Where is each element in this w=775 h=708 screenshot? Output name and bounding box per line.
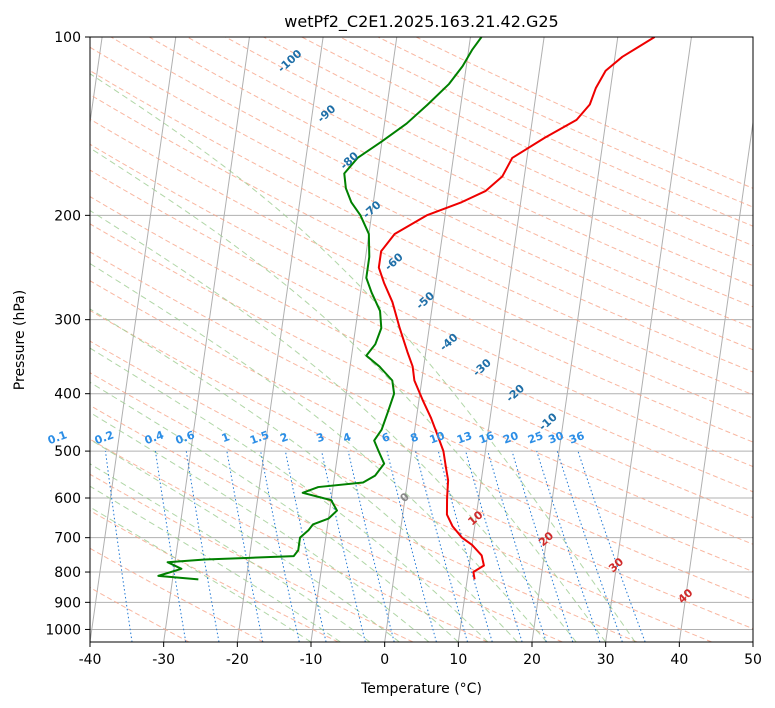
mixing-ratio-label: 20 [501,429,520,447]
mixing-ratio-label: 0.2 [93,428,116,447]
dry-adiabat [90,169,753,493]
dry-adiabat [90,251,753,573]
dry-adiabat [90,438,488,642]
plot-frame [89,36,754,643]
mixing-ratio-label: 4 [341,430,353,445]
mixing-ratio-line [347,450,395,642]
y-tick-label: 700 [54,531,81,547]
y-tick-label: 1000 [45,622,81,638]
moist-adiabat [90,209,577,642]
y-tick-label: 200 [54,208,81,224]
temperature-profile-line [377,37,656,580]
mixing-ratio-label: 0.1 [46,428,69,447]
x-axis-label: Temperature (°C) [360,681,482,697]
y-tick-label: 800 [54,565,81,581]
x-tick-label: -20 [226,652,249,668]
isotherm [90,37,177,642]
mixing-ratio-line [104,451,133,642]
mixing-ratio-line [226,451,264,642]
x-tick-label: -30 [152,652,175,668]
mixing-ratio-label: 6 [380,430,392,445]
dry-adiabat [90,473,414,642]
moist-adiabat [90,262,548,642]
isotherm [384,37,471,642]
profile-layer [157,37,656,581]
isotherm [457,37,545,642]
mixing-ratio-label: 2 [278,430,290,445]
mixing-ratio-label: 0.6 [174,428,197,447]
y-tick-label: 300 [54,313,81,329]
x-tick-label: -10 [300,652,323,668]
dry-adiabat [90,223,753,545]
mixing-ratio-label: 25 [526,429,545,446]
dry-adiabat [90,118,753,443]
mixing-ratio-label: 3 [315,430,327,445]
y-tick-label: 100 [54,30,81,46]
mixing-ratio-label: 1 [220,430,232,445]
mixing-ratio-line [556,450,623,642]
x-tick-label: 10 [449,652,467,668]
dry-adiabat [90,94,753,419]
x-tick-label: 20 [523,652,541,668]
mixing-ratio-line [511,450,574,642]
mixing-ratio-line [536,450,601,642]
mixing-ratio-label: 16 [477,429,496,447]
isotherm [163,37,250,642]
mixing-ratio-line [284,451,327,642]
isotherm [531,37,619,642]
moist-adiabat [90,438,400,642]
x-tick-label: 40 [670,652,688,668]
y-tick-label: 500 [54,444,81,460]
mixing-ratio-label: 10 [428,429,447,447]
y-tick-label: 400 [54,387,81,403]
dry-adiabat [90,70,753,396]
dry-adiabat [90,309,753,630]
moist-adiabat [90,308,518,642]
x-tick-label: 50 [744,652,762,668]
dry-adiabat [110,37,753,351]
dry-adiabat [148,37,753,329]
mixing-ratio-line [185,451,220,642]
isotherm [678,118,753,642]
mixing-ratio-line [321,450,366,642]
chart-title: wetPf2_C2E1.2025.163.21.42.G25 [284,12,558,32]
dry-adiabat [263,37,753,267]
mixing-ratio-line [386,450,437,642]
mixing-ratio-label: 1.5 [248,428,271,447]
x-tick-label: -40 [79,652,102,668]
y-axis-label: Pressure (hPa) [12,290,28,390]
x-tick-label: 0 [380,652,389,668]
mixing-ratio-line [260,451,300,642]
axis-layer: -40 -30 -20 -10 0 10 20 30 40 5010020030040050060… [45,30,762,668]
moist-adiabat [90,347,489,642]
moist-adiabat [90,73,636,642]
moist-adiabat [90,506,312,642]
y-tick-label: 900 [54,595,81,611]
mixing-ratio-label: 13 [455,429,474,446]
grid-layer [90,37,753,642]
dry-adiabat [90,280,753,601]
mixing-ratio-line [154,451,187,642]
isotherm [310,37,398,642]
mixing-ratio-line [487,450,547,642]
mixing-ratio-label: 30 [547,429,566,447]
mixing-ratio-line [437,450,493,642]
mixing-ratio-line [415,450,468,642]
isotherm [605,37,692,642]
mixing-ratio-label: 36 [567,429,586,447]
y-tick-label: 600 [54,491,81,507]
dry-adiabat [416,37,753,189]
dry-adiabat [90,510,339,642]
dry-adiabat [301,37,753,247]
mixing-ratio-label: 8 [409,430,421,445]
moist-adiabat [90,463,371,642]
mixing-ratio-label: 0.4 [143,428,166,447]
mixing-ratio-line [577,450,646,642]
dewpoint-profile-line [157,37,483,581]
mixing-ratio-line [465,450,523,642]
x-tick-label: 30 [597,652,615,668]
